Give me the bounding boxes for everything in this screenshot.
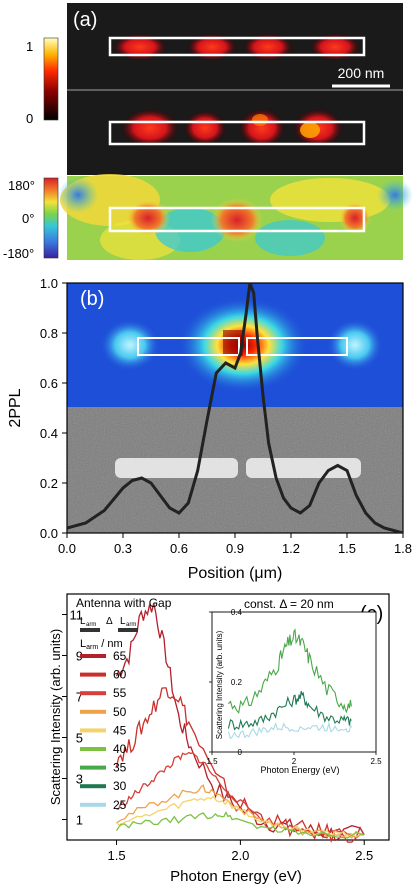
legend-schematic: L arm Δ L arm xyxy=(80,616,138,632)
c-xtick-label: 2.0 xyxy=(231,848,249,863)
legend-schematic-arm2: arm xyxy=(126,622,136,628)
legend-label-55: 55 xyxy=(113,686,127,700)
panel-c-xlabel: Photon Energy (eV) xyxy=(170,868,302,885)
panel-b: 0.0 0.3 0.6 0.9 1.2 1.5 1.80.00.20.40.60.81.0 … xyxy=(7,276,412,582)
b-xtick-label: 0.0 xyxy=(58,541,76,556)
inset-xtick-label: 2.5 xyxy=(370,757,382,766)
antenna-outline-right-2ppl xyxy=(246,337,348,356)
b-xtick-label: 1.2 xyxy=(282,541,300,556)
inset-series-30 xyxy=(227,691,352,731)
legend-label-30: 30 xyxy=(113,779,127,793)
antenna-outline-phase xyxy=(108,206,366,233)
b-ytick-label: 0.0 xyxy=(40,526,58,541)
panel-a: 200 nm (a) 1 0 180° 0° -180° xyxy=(3,3,413,261)
panel-a-label: (a) xyxy=(73,9,97,31)
legend-header: Larm / nm xyxy=(80,638,123,651)
c-ytick-label: 9 xyxy=(76,649,83,664)
inset-ylabel: Scattering Intensity (arb. units) xyxy=(215,630,224,739)
legend-label-45: 45 xyxy=(113,723,127,737)
amp-colorbar-tick-1: 1 xyxy=(26,39,33,54)
phase-colorbar-tick-180: 180° xyxy=(8,178,35,193)
panel-b-axes: 0.0 0.3 0.6 0.9 1.2 1.5 1.8 0.0 0.2 0.4 0.6 0.8 1.0 xyxy=(40,276,412,556)
inset-xtick-label: 1.5 xyxy=(206,757,218,766)
legend-schematic-l1: L xyxy=(80,616,86,627)
c-series-65 xyxy=(115,602,365,842)
b-xtick-label: 1.8 xyxy=(394,541,412,556)
b-xtick-label: 1.5 xyxy=(338,541,356,556)
2ppl-profile-line xyxy=(67,283,403,533)
amplitude-colorbar xyxy=(43,37,59,121)
panel-b-xlabel: Position (μm) xyxy=(188,565,283,582)
legend-swatch-50 xyxy=(80,709,106,714)
legend-label-50: 50 xyxy=(113,705,127,719)
c-xtick-label: 2.5 xyxy=(355,848,373,863)
legend-swatch-35 xyxy=(80,765,106,770)
antenna-outline-row2 xyxy=(108,120,366,146)
phase-colorbar-tick-m180: -180° xyxy=(3,246,34,261)
inset-axes: 1.5 2 2.5 0 0.2 0.4 xyxy=(206,608,382,766)
antenna-arm-left-sem xyxy=(115,458,238,478)
inset-ytick-label: 0.2 xyxy=(231,678,243,687)
legend-schematic-l2: L xyxy=(120,616,126,627)
inset-title: const. Δ = 20 nm xyxy=(244,597,334,611)
c-ytick-label: 11 xyxy=(70,608,84,623)
b-xtick-label: 0.9 xyxy=(226,541,244,556)
inset-series xyxy=(227,628,352,740)
b-ytick-label: 1.0 xyxy=(40,276,58,291)
c-series-40 xyxy=(115,810,365,839)
b-xtick-label: 0.3 xyxy=(114,541,132,556)
inset-ytick-label: 0.4 xyxy=(231,608,243,617)
legend-schematic-arm1: arm xyxy=(86,622,96,628)
inset-ytick-label: 0 xyxy=(238,748,243,757)
antenna-outline-left-2ppl xyxy=(137,337,240,356)
c-xtick-label: 1.5 xyxy=(107,848,125,863)
c-ytick-label: 3 xyxy=(76,772,83,787)
legend-label-40: 40 xyxy=(113,742,127,756)
legend-label-25: 25 xyxy=(113,798,127,812)
inset-series-35 xyxy=(227,628,352,714)
c-ytick-label: 5 xyxy=(76,731,83,746)
phase-colorbar xyxy=(43,177,59,259)
panel-c-ylabel: Scattering Intensity (arb. units) xyxy=(48,629,63,805)
antenna-outline-row1 xyxy=(108,36,366,57)
legend-swatch-45 xyxy=(80,728,106,733)
legend-swatch-55 xyxy=(80,691,106,696)
legend-swatch-65 xyxy=(80,654,106,658)
legend-swatch-60 xyxy=(80,672,106,677)
scalebar-label: 200 nm xyxy=(338,65,385,81)
panel-b-label: (b) xyxy=(80,288,104,310)
legend-swatch-30 xyxy=(80,784,106,789)
amp-colorbar-tick-0: 0 xyxy=(26,111,33,126)
legend-label-35: 35 xyxy=(113,761,127,775)
inset-series-25 xyxy=(227,721,352,740)
legend-schematic-delta: Δ xyxy=(106,616,113,627)
inset-xtick-label: 2 xyxy=(292,757,297,766)
legend-swatch-40 xyxy=(80,747,106,751)
legend-swatch-25 xyxy=(80,802,106,807)
inset-xlabel: Photon Energy (eV) xyxy=(260,765,339,775)
phase-colorbar-tick-0: 0° xyxy=(22,211,34,226)
legend-label-60: 60 xyxy=(113,668,127,682)
panel-b-ylabel: 2PPL xyxy=(7,388,24,427)
panel-c-series xyxy=(115,602,365,844)
b-ytick-label: 0.6 xyxy=(40,376,58,391)
legend-entries: 65 60 55 50 45 40 35 30 25 xyxy=(80,649,127,812)
b-ytick-label: 0.8 xyxy=(40,326,58,341)
c-ytick-label: 1 xyxy=(76,813,83,828)
legend-title: Antenna with Gap xyxy=(76,596,172,610)
b-ytick-label: 0.2 xyxy=(40,476,58,491)
amplitude-map xyxy=(67,3,403,175)
b-xtick-label: 0.6 xyxy=(170,541,188,556)
c-ytick-label: 7 xyxy=(76,690,83,705)
b-ytick-label: 0.4 xyxy=(40,426,58,441)
legend-label-65: 65 xyxy=(113,649,127,663)
